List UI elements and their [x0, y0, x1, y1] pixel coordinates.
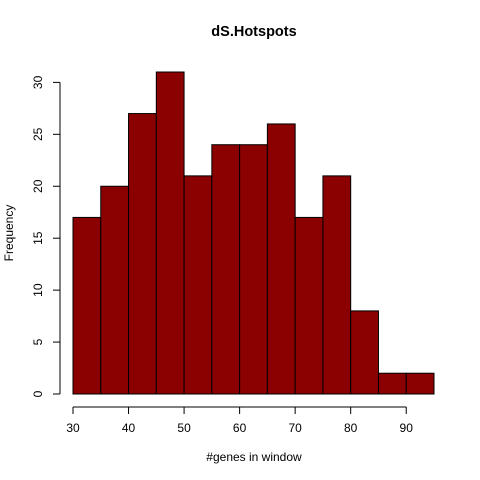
histogram-bar — [211, 144, 241, 395]
x-axis: 30 40 50 60 70 80 90 — [66, 406, 414, 435]
histogram-bar — [405, 372, 435, 395]
y-tick-label: 20 — [31, 179, 45, 193]
histogram-bar — [266, 123, 296, 395]
histogram-bar — [183, 175, 213, 395]
histogram-bar — [239, 144, 268, 395]
bars-group — [72, 71, 435, 395]
x-tick-label: 80 — [344, 421, 358, 435]
histogram-bar — [128, 113, 157, 395]
y-axis: 0 5 10 15 20 25 30 — [31, 75, 61, 397]
histogram-bar — [350, 310, 379, 395]
histogram-bar — [294, 216, 324, 395]
y-tick-label: 15 — [31, 231, 45, 245]
x-tick-label: 30 — [66, 421, 80, 435]
x-tick-label: 50 — [177, 421, 191, 435]
x-tick-label: 60 — [233, 421, 247, 435]
chart-title: dS.Hotspots — [211, 24, 296, 40]
histogram-bar — [322, 175, 352, 395]
y-tick-label: 0 — [31, 390, 45, 397]
x-axis-label: #genes in window — [206, 450, 302, 464]
y-tick-label: 5 — [31, 338, 45, 345]
y-axis-label: Frequency — [2, 205, 16, 262]
x-tick-label: 40 — [122, 421, 136, 435]
x-tick-label: 70 — [288, 421, 302, 435]
histogram-bar — [72, 216, 102, 395]
histogram-bar — [100, 185, 130, 395]
histogram-bar — [377, 372, 407, 395]
y-tick-label: 25 — [31, 127, 45, 141]
x-tick-label: 90 — [400, 421, 414, 435]
histogram-bar — [155, 71, 185, 395]
y-tick-label: 10 — [31, 283, 45, 297]
y-tick-label: 30 — [31, 75, 45, 89]
